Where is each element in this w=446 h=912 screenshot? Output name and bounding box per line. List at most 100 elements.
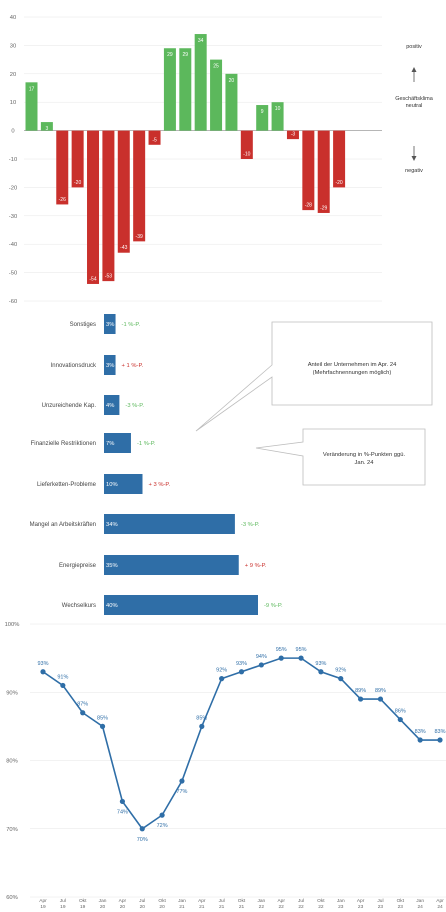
c3-x-tick-label: Apr [436,898,444,904]
c3-data-labels: 93% 91% 87% 85% 74% 70% 72% 77% 85% 92% 93% 94% 95% 9… [37,647,445,843]
c3-point [397,716,403,723]
c3-x-tick-year: 22 [298,904,304,910]
callout-share-line1: Anteil der Unternehmen im Apr. 24 [308,362,397,368]
c3-y-tick-label: 70% [6,827,18,833]
c3-point [278,655,284,661]
series-line [42,657,440,830]
c2-change-label: + 3 %-P. [149,482,171,488]
c1-bar [256,105,269,131]
c2-value-label: 35% [106,563,118,569]
c1-y-tick-label: 0 [11,129,14,135]
legend-positive-label: positiv [406,44,422,50]
c1-bar [148,130,161,145]
c3-x-tick-label: Apr [277,898,285,904]
c3-point-label: 70% [137,837,148,843]
c3-x-tick-label: Okt [317,898,325,904]
c2-change-label: -1 %-P. [137,441,156,447]
legend-neutral-label-1: Geschäftsklima [395,96,434,102]
c3-x-tick-label: Jul [139,898,145,904]
c3-x-tick-year: 21 [219,904,225,910]
c3-point-label: 83% [434,729,445,735]
c1-y-tick-label: 30 [10,43,16,49]
c2-category-label: Innovationsdruck [51,363,97,369]
c1-bar [71,130,84,188]
callout-share-line2: (Mehrfachnennungen möglich) [313,370,392,376]
c2-bar [104,433,131,453]
c3-x-tick-label: Jan [178,898,186,904]
c2-value-label: 40% [106,603,118,609]
legend-up-arrow-icon [411,67,417,72]
c3-point-label: 86% [395,709,406,715]
c3-point [139,826,145,832]
c1-bar-label: -5 [152,137,157,143]
c2-category-label: Energiepreise [59,563,97,569]
c3-x-tick-label: Apr [119,898,127,904]
c2-category-label: Mangel an Arbeitskräften [30,522,96,528]
c3-x-tick-year: 24 [437,904,443,910]
c3-gridlines [30,623,446,898]
c1-bar-label: 25 [213,64,219,70]
c1-bar [133,130,146,242]
c1-bar-label: 34 [198,38,204,44]
c3-point [437,737,443,743]
c2-value-label: 34% [106,522,118,528]
c3-x-tick-year: 22 [259,904,265,910]
c3-x-tick-label: Jan [99,898,107,904]
c3-point-label: 74% [117,809,128,815]
c3-point-label: 83% [415,729,426,735]
c3-x-tick-label: Jan [416,898,424,904]
c2-change-label: -3 %-P. [125,403,144,409]
c3-y-tick-label: 80% [6,759,18,765]
c2-change-label: -1 %-P. [122,322,141,328]
c3-point-label: 93% [236,661,247,667]
c2-bar [104,514,235,534]
c1-bar-label: -26 [59,197,66,203]
c2-bar [104,555,239,575]
c2-row: Wechselkurs 40% -9 %-P. [62,595,283,615]
c1-bar [286,130,299,140]
c1-bar [102,130,115,282]
c1-bar [87,130,100,284]
c1-bar-label: -54 [89,276,96,282]
c1-y-axis: 40 30 20 10 0 -10 -20 -30 -40 -50 -60 [9,15,17,305]
c3-x-tick-year: 21 [239,904,245,910]
c1-bar [117,130,130,253]
c1-bar-label: -10 [243,152,250,158]
c3-y-tick-label: 100% [5,622,20,628]
c1-bar-label: -20 [74,180,81,186]
c2-row: Energiepreise 35% + 9 %-P. [59,555,267,575]
c3-point-label: 95% [296,647,307,653]
c3-point [377,696,384,702]
c2-value-label: 7% [106,441,114,447]
c2-row: Finanzielle Restriktionen 7% -1 %-P. [31,433,156,453]
c1-bar-label: -20 [335,180,342,186]
c1-bar-label: 10 [275,106,281,112]
c3-y-tick-label: 90% [6,690,18,696]
c1-y-tick-label: 40 [10,15,16,21]
c1-bar [25,82,38,131]
c1-bar [179,48,192,131]
c1-bar [56,130,69,205]
c2-bar [104,314,116,334]
c1-bar [271,102,284,131]
c2-change-label: + 1 %-P. [122,363,144,369]
c3-x-axis: Apr19Jul19Okt19Jan20Apr20Jul20Okt20Jan21… [39,898,444,910]
c3-point [318,669,324,675]
c3-x-tick-year: 19 [60,904,66,910]
c1-bar [317,130,330,213]
c3-point-label: 89% [355,688,366,694]
c3-point [238,669,245,675]
c3-x-tick-year: 19 [80,904,86,910]
c2-category-label: Unzureichende Kap. [42,403,97,409]
c2-row: Innovationsdruck 3% + 1 %-P. [51,355,144,375]
c1-data-labels: 17 3 -26 -20 -54 -53 -43 -39 -5 29 29 34 25 20 -10 9 10 -… [29,38,343,282]
c1-bar [240,130,253,159]
c3-point [119,798,125,805]
c3-x-tick-year: 21 [179,904,185,910]
c2-change-label: + 9 %-P. [245,563,267,569]
c3-x-tick-label: Okt [158,898,166,904]
c3-point-label: 92% [335,668,346,674]
c1-bar [194,34,207,131]
callout-change-line1: Veränderung in %-Punkten ggü. [323,452,406,458]
